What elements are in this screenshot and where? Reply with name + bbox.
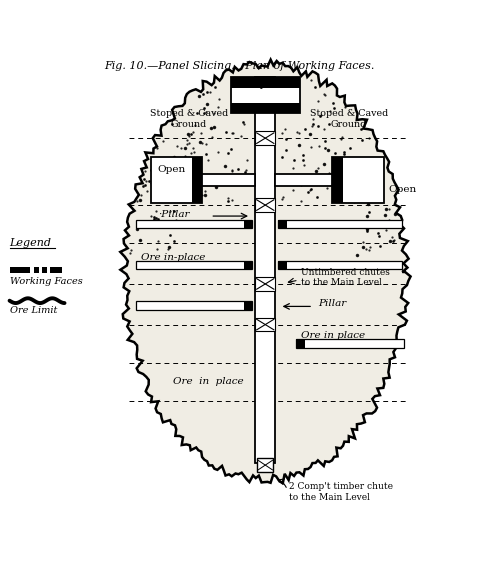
Bar (275, 174, 332, 186)
Bar (332, 157, 384, 203)
Text: Untimbered chutes
to the Main Level: Untimbered chutes to the Main Level (301, 268, 390, 288)
Text: Pillar: Pillar (318, 299, 346, 308)
Bar (278, 261, 402, 269)
Bar (278, 220, 287, 228)
Bar (257, 458, 273, 472)
Text: Stoped & Caved
Ground: Stoped & Caved Ground (310, 109, 388, 129)
Bar (255, 131, 275, 145)
Bar (255, 318, 275, 331)
Bar (136, 261, 252, 269)
Text: Open: Open (389, 185, 417, 194)
Bar (34, 267, 39, 273)
Bar (255, 77, 275, 463)
Bar (278, 220, 402, 228)
Bar (42, 267, 47, 273)
Bar (296, 339, 305, 348)
Bar (332, 157, 343, 203)
Bar (136, 220, 252, 228)
Bar (296, 339, 404, 348)
Bar (244, 220, 252, 228)
Bar (50, 267, 62, 273)
Bar (231, 103, 300, 113)
Bar (231, 77, 300, 88)
Text: ·Pillar: ·Pillar (158, 210, 189, 219)
Bar (10, 267, 30, 273)
Bar (244, 261, 252, 269)
Bar (202, 174, 255, 186)
Bar (255, 277, 275, 291)
Text: Ore in-place: Ore in-place (141, 253, 206, 262)
Text: Open: Open (251, 80, 280, 89)
Bar (192, 157, 202, 203)
Polygon shape (120, 60, 411, 483)
Bar (231, 77, 300, 113)
Text: Ore Limit: Ore Limit (10, 306, 57, 315)
Bar (151, 157, 202, 203)
Text: Ore in place: Ore in place (301, 331, 365, 340)
Text: 2 Comp't timber chute
to the Main Level: 2 Comp't timber chute to the Main Level (289, 482, 393, 501)
Text: Fig. 10.—Panel Slicing.   Plan of Working Faces.: Fig. 10.—Panel Slicing. Plan of Working … (104, 62, 374, 72)
Bar (278, 261, 287, 269)
Text: Ore  in  place: Ore in place (173, 377, 243, 386)
Text: Working Faces: Working Faces (10, 277, 82, 286)
Text: Stoped & Caved
Ground: Stoped & Caved Ground (150, 109, 228, 129)
Text: Legend: Legend (10, 238, 52, 248)
Text: Open: Open (158, 165, 186, 174)
Bar (255, 198, 275, 212)
Bar (244, 301, 252, 310)
Bar (136, 301, 252, 310)
